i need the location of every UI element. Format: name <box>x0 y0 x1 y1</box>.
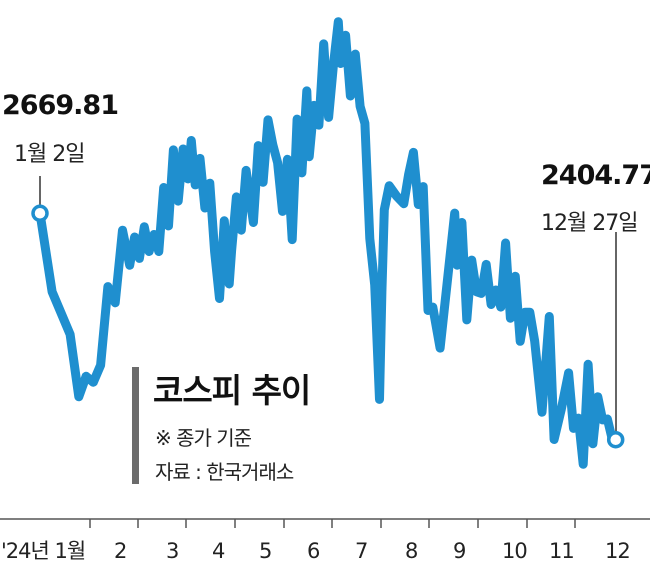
x-tick-label: 10 <box>502 539 527 563</box>
legend-accent-bar <box>132 367 139 484</box>
chart-source: 자료 : 한국거래소 <box>155 460 294 484</box>
chart-note: ※ 종가 기준 <box>155 426 252 450</box>
x-tick-label: 3 <box>166 539 178 563</box>
start-date-label: 1월 2일 <box>14 142 85 167</box>
start-point-marker <box>31 204 49 223</box>
x-tick-label: 5 <box>259 539 271 563</box>
end-point-marker <box>606 430 625 449</box>
x-tick-label: '24년 1월 <box>1 539 85 563</box>
end-value-label: 2404.77 <box>541 160 650 191</box>
end-date-label: 12월 27일 <box>541 211 638 236</box>
kospi-series-line <box>35 17 621 469</box>
x-tick-label: 12 <box>605 539 630 563</box>
x-tick-label: 2 <box>114 539 126 563</box>
x-tick-label: 11 <box>549 539 574 563</box>
x-tick-label: 4 <box>212 539 225 563</box>
x-tick-label: 8 <box>405 539 417 563</box>
start-value-label: 2669.81 <box>2 90 119 121</box>
chart-title: 코스피 추이 <box>153 371 311 410</box>
x-tick-label: 7 <box>355 539 367 563</box>
x-tick-label: 9 <box>453 539 465 563</box>
x-axis-ticks: '24년 1월 2 3 4 5 6 7 8 9 10 11 12 <box>1 519 631 563</box>
x-tick-label: 6 <box>307 539 320 563</box>
